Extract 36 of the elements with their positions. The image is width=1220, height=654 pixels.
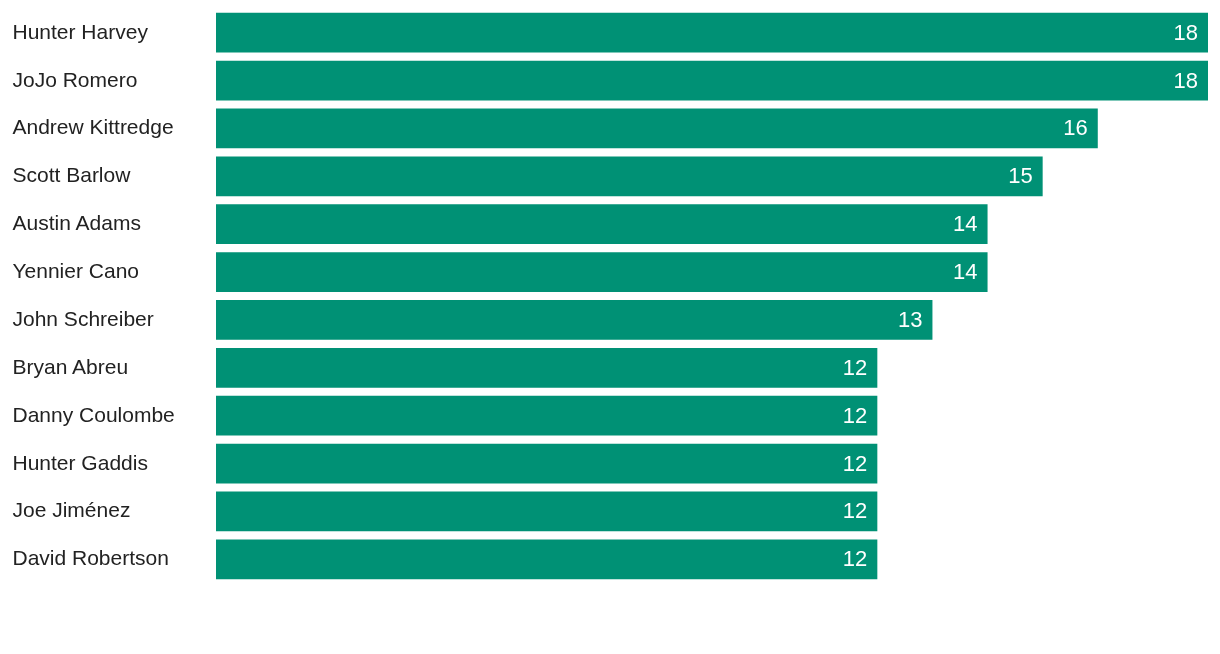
y-tick-label: David Robertson (12, 546, 169, 570)
y-tick-label: Scott Barlow (12, 163, 132, 187)
y-tick-label: Andrew Kittredge (12, 115, 174, 139)
y-tick-label: Austin Adams (12, 211, 141, 235)
data-label: 12 (842, 402, 868, 428)
bar (216, 347, 878, 388)
bar (216, 108, 1098, 149)
bar (216, 539, 878, 580)
data-label: 18 (1173, 19, 1198, 45)
bar (216, 12, 1208, 53)
y-tick-label: Joe Jiménez (12, 498, 131, 522)
y-tick-label: Hunter Gaddis (12, 450, 148, 474)
y-tick-label: Bryan Abreu (12, 354, 129, 378)
bar (216, 491, 878, 532)
data-label: 15 (1008, 163, 1033, 189)
data-label: 12 (842, 450, 868, 476)
bar (216, 300, 933, 340)
y-tick-label: Hunter Harvey (12, 19, 149, 43)
data-label: 12 (842, 546, 868, 572)
y-tick-label: Danny Coulombe (12, 402, 175, 426)
bar (216, 252, 988, 292)
data-label: 12 (842, 498, 868, 524)
data-label: 18 (1173, 67, 1198, 93)
bar (216, 395, 878, 436)
data-label: 14 (953, 211, 978, 237)
y-tick-label: Yennier Cano (12, 259, 139, 283)
data-label: 16 (1063, 115, 1088, 141)
data-label: 14 (953, 259, 978, 285)
data-label: 13 (897, 306, 923, 332)
bar (216, 204, 988, 245)
y-tick-label: John Schreiber (12, 306, 154, 330)
bar (216, 60, 1208, 101)
y-tick-label: JoJo Romero (12, 67, 138, 91)
data-label: 12 (842, 354, 868, 380)
bar (216, 156, 1043, 197)
bar (216, 443, 878, 484)
